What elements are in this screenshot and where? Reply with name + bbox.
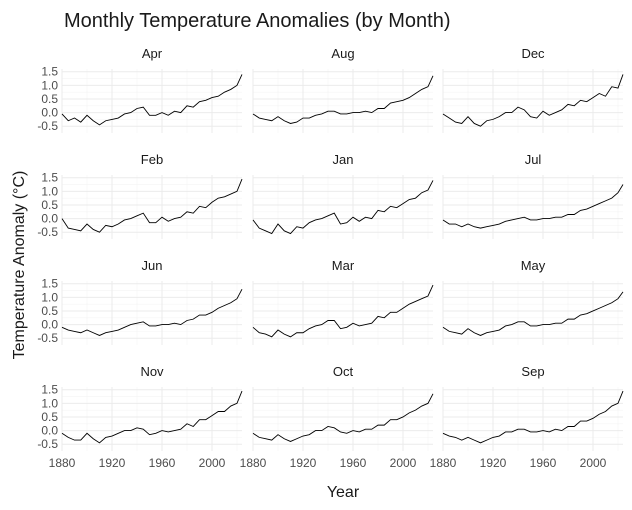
y-tick-label: 1.0 bbox=[41, 78, 58, 92]
x-tick-label: 2000 bbox=[390, 456, 417, 470]
series-line-feb bbox=[61, 178, 243, 233]
series-line-aug bbox=[252, 75, 434, 124]
y-tick-label: -0.5 bbox=[37, 331, 58, 345]
facet-panel-jun: Jun -0.50.00.51.01.5 bbox=[37, 258, 243, 345]
y-tick-label: 0.5 bbox=[41, 304, 58, 318]
facet-panel-oct: Oct 1880 1920 1960 2000 bbox=[240, 364, 434, 470]
x-tick-label: 1920 bbox=[99, 456, 126, 470]
x-axis-title: Year bbox=[327, 484, 360, 501]
y-tick-label: 1.5 bbox=[41, 171, 58, 185]
facet-panel-may: May bbox=[442, 258, 624, 345]
y-tick-label: -0.5 bbox=[37, 119, 58, 133]
x-tick-label: 1880 bbox=[240, 456, 267, 470]
facet-panel-apr: Apr -0.50.00.51.01.5 bbox=[37, 46, 243, 133]
facet-strip-label: Jul bbox=[525, 152, 542, 167]
y-axis-title: Temperature Anomaly (°C) bbox=[11, 171, 28, 360]
facet-strip-label: Jan bbox=[333, 152, 354, 167]
facet-panel-dec: Dec bbox=[442, 46, 624, 133]
x-tick-label: 1920 bbox=[480, 456, 507, 470]
y-tick-label: 1.5 bbox=[41, 277, 58, 291]
series-line-jun bbox=[61, 288, 243, 336]
y-tick-label: 1.5 bbox=[41, 383, 58, 397]
chart-title: Monthly Temperature Anomalies (by Month) bbox=[64, 10, 450, 32]
x-tick-label: 1960 bbox=[530, 456, 557, 470]
series-line-sep bbox=[442, 390, 624, 444]
facet-panel-jul: Jul bbox=[442, 152, 624, 239]
facet-panel-nov: Nov -0.50.00.51.01.5 1880 1920 1960 2000 bbox=[37, 364, 243, 470]
y-tick-label: -0.5 bbox=[37, 225, 58, 239]
x-tick-label: 2000 bbox=[580, 456, 607, 470]
facet-panel-feb: Feb -0.50.00.51.01.5 bbox=[37, 152, 243, 239]
facet-strip-label: Apr bbox=[142, 46, 163, 61]
series-line-jan bbox=[252, 180, 434, 235]
x-tick-label: 1880 bbox=[49, 456, 76, 470]
facet-strip-label: Dec bbox=[521, 46, 545, 61]
y-tick-label: 0.0 bbox=[41, 318, 58, 332]
facet-strip-label: Nov bbox=[140, 364, 164, 379]
facet-panel-mar: Mar bbox=[252, 258, 434, 345]
series-line-jul bbox=[442, 184, 624, 229]
y-tick-label: 0.5 bbox=[41, 410, 58, 424]
facet-strip-label: Feb bbox=[141, 152, 163, 167]
series-line-oct bbox=[252, 393, 434, 442]
facet-strip-label: Aug bbox=[331, 46, 354, 61]
facet-strip-label: Sep bbox=[521, 364, 544, 379]
y-tick-label: 1.0 bbox=[41, 184, 58, 198]
facet-strip-label: Jun bbox=[142, 258, 163, 273]
y-tick-label: 0.0 bbox=[41, 106, 58, 120]
y-tick-label: 0.0 bbox=[41, 424, 58, 438]
series-line-dec bbox=[442, 74, 624, 127]
y-tick-label: 1.5 bbox=[41, 65, 58, 79]
series-line-nov bbox=[61, 390, 243, 444]
x-tick-label: 1960 bbox=[340, 456, 367, 470]
facet-strip-label: Oct bbox=[333, 364, 354, 379]
x-tick-label: 1920 bbox=[290, 456, 317, 470]
series-line-apr bbox=[61, 74, 243, 126]
x-tick-label: 2000 bbox=[199, 456, 226, 470]
y-tick-label: 0.5 bbox=[41, 198, 58, 212]
facet-panel-sep: Sep 1880 1920 1960 2000 bbox=[430, 364, 624, 470]
y-tick-label: 1.0 bbox=[41, 396, 58, 410]
y-tick-label: 0.0 bbox=[41, 212, 58, 226]
x-tick-label: 1960 bbox=[149, 456, 176, 470]
facet-panel-aug: Aug bbox=[252, 46, 434, 133]
facet-panel-jan: Jan bbox=[252, 152, 434, 239]
y-tick-label: 1.0 bbox=[41, 290, 58, 304]
x-tick-label: 1880 bbox=[430, 456, 457, 470]
y-tick-label: 0.5 bbox=[41, 92, 58, 106]
facet-strip-label: Mar bbox=[332, 258, 355, 273]
series-line-may bbox=[442, 291, 624, 336]
y-tick-label: -0.5 bbox=[37, 437, 58, 451]
facet-strip-label: May bbox=[521, 258, 546, 273]
series-line-mar bbox=[252, 284, 434, 338]
